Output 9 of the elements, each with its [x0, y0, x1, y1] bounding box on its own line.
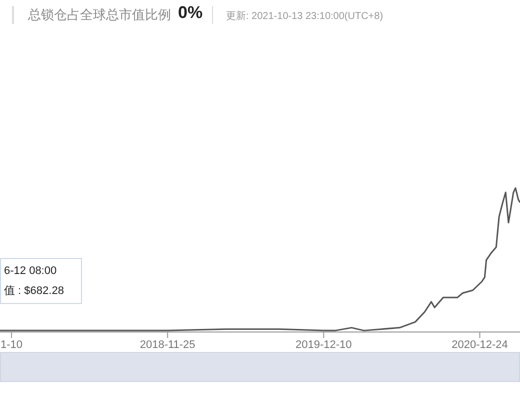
x-tick-label: 2020-12-24 [452, 338, 508, 351]
text: 0% [178, 3, 203, 23]
x-tick-label: 1-10 [0, 338, 23, 351]
chart-title: 总锁仓占全球总市值比例 [28, 6, 171, 24]
x-tick-label: 2019-12-10 [296, 338, 352, 351]
text: 更新: 2021-10-13 23:10:00(UTC+8) [226, 10, 384, 23]
annotation: 6-12 08:00 [4, 265, 57, 277]
x-tick-label: 2018-11-25 [140, 338, 196, 351]
annotation: 值 : $682.28 [4, 284, 64, 298]
